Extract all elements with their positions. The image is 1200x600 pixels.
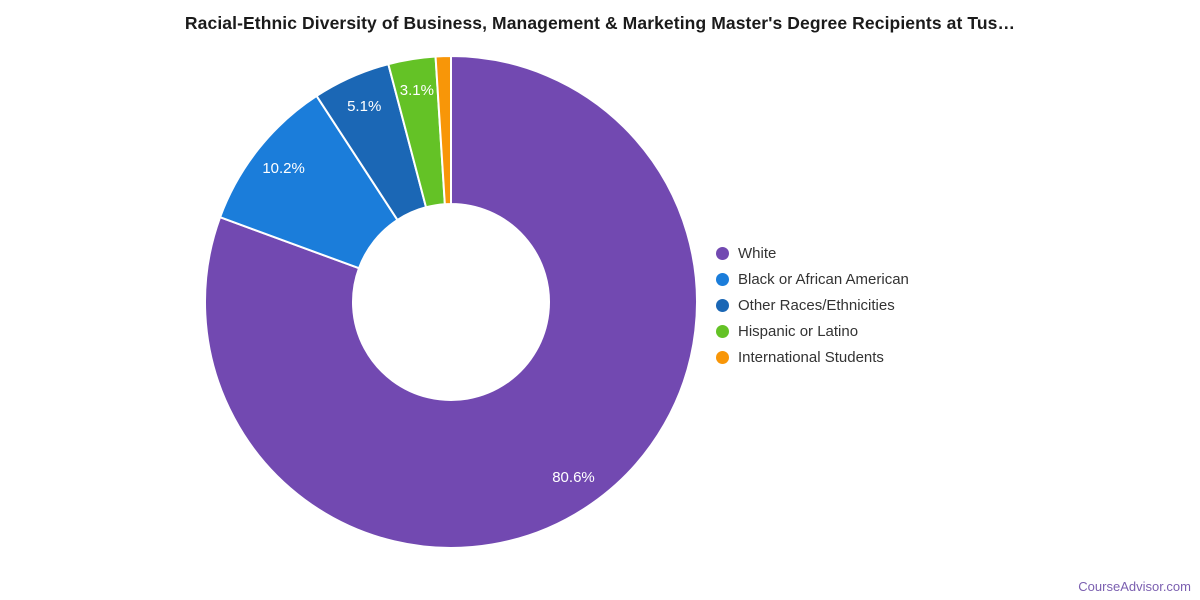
legend-item-label: International Students <box>738 348 884 366</box>
legend: White Black or African American Other Race… <box>716 240 909 370</box>
slice-percentage-label-hispanic-or-latino: 3.1% <box>400 82 434 99</box>
legend-dot-icon <box>716 298 729 312</box>
legend-item-white[interactable]: White <box>716 240 909 266</box>
legend-dot-icon <box>716 324 729 338</box>
legend-item-hispanic-or-latino[interactable]: Hispanic or Latino <box>716 318 909 344</box>
slice-percentage-label-white: 80.6% <box>552 469 595 486</box>
pie-slice-international-students[interactable] <box>434 55 452 206</box>
chart-title: Racial-Ethnic Diversity of Business, Man… <box>184 13 1016 33</box>
legend-dot-icon <box>716 272 729 286</box>
legend-item-other-races-ethnicities[interactable]: Other Races/Ethnicities <box>716 292 909 318</box>
legend-item-label: Other Races/Ethnicities <box>738 296 895 314</box>
legend-item-label: Hispanic or Latino <box>738 322 859 340</box>
legend-dot-icon <box>716 350 729 364</box>
legend-item-international-students[interactable]: International Students <box>716 344 909 370</box>
legend-item-label: White <box>738 244 777 262</box>
pie-slice-black-or-african-american[interactable] <box>219 94 399 270</box>
pie-slice-white[interactable] <box>204 55 698 549</box>
courseadvisor-link[interactable]: CourseAdvisor.com <box>1078 579 1191 594</box>
legend-item-label: Black or African American <box>738 270 909 288</box>
slice-percentage-label-black-or-african-american: 10.2% <box>262 160 305 177</box>
legend-dot-icon <box>716 246 729 260</box>
slice-percentage-label-other-races-ethnicities: 5.1% <box>347 98 381 115</box>
legend-item-black-or-african-american[interactable]: Black or African American <box>716 266 909 292</box>
